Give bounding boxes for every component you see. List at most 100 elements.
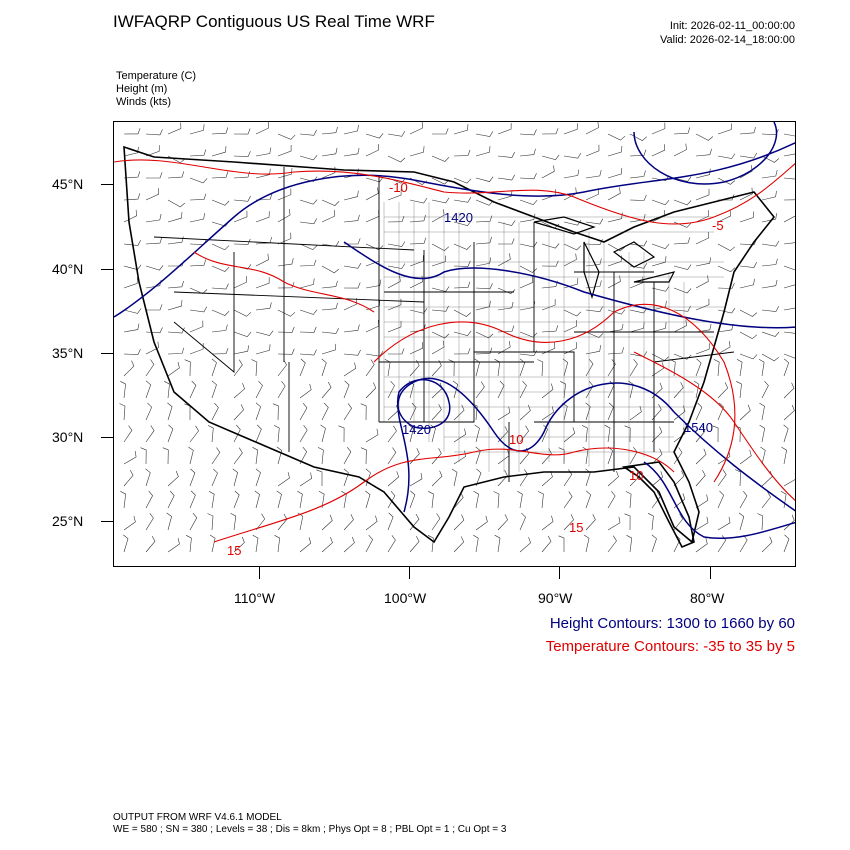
wind-barb: [299, 358, 306, 377]
wind-barb: [739, 309, 758, 317]
wind-barb: [739, 353, 758, 360]
wind-barb: [123, 277, 138, 289]
wind-barb: [211, 199, 230, 206]
wind-barb: [761, 380, 769, 399]
wind-barb: [211, 447, 221, 465]
wind-barb: [475, 300, 491, 311]
wind-barb: [563, 253, 577, 267]
wind-barb: [211, 380, 217, 399]
wind-barb: [211, 402, 219, 421]
wind-barb: [607, 255, 622, 267]
wind-barb: [276, 490, 282, 509]
wind-barb: [673, 447, 683, 465]
wind-barb: [251, 359, 258, 377]
wind-barb: [277, 133, 296, 140]
wind-barb: [626, 535, 633, 553]
wind-barb: [167, 347, 185, 355]
wind-barb: [717, 282, 735, 289]
wind-barb: [739, 331, 758, 340]
county-lines: [383, 202, 724, 472]
wind-barb: [563, 491, 573, 509]
wind-barb: [607, 167, 623, 179]
wind-barb: [453, 177, 472, 184]
wind-barb: [343, 324, 360, 333]
great-lakes: [533, 216, 676, 300]
wind-barb: [558, 447, 565, 465]
wind-barb: [761, 213, 777, 223]
wind-barb: [607, 243, 625, 252]
wind-barb: [233, 195, 251, 202]
wind-barb: [409, 255, 424, 267]
wind-barb: [431, 177, 450, 185]
wind-barb: [387, 425, 397, 443]
wind-barb: [541, 165, 555, 179]
wind-barb: [189, 468, 196, 487]
wind-barb: [277, 348, 295, 355]
wind-barb: [409, 342, 424, 355]
wind-barb: [761, 240, 780, 247]
wind-barb: [453, 197, 472, 203]
wind-barb: [475, 131, 494, 137]
wind-barb: [783, 404, 795, 421]
wind-barb: [673, 127, 691, 135]
wind-barb: [208, 490, 215, 509]
wind-barb: [783, 331, 795, 334]
wind-barb: [629, 307, 648, 314]
wind-barb: [629, 359, 638, 377]
wind-barb: [232, 468, 238, 487]
wind-barb: [475, 331, 494, 339]
wind-barb: [695, 168, 711, 179]
wind-barb: [783, 215, 795, 223]
wind-barb: [783, 177, 795, 180]
wind-barb: [582, 446, 589, 465]
wind-barb: [717, 209, 731, 223]
wind-barb: [233, 345, 249, 355]
wind-barb: [758, 358, 765, 377]
wind-barb: [585, 170, 602, 179]
wind-barb: [145, 341, 159, 355]
wind-barb: [277, 188, 292, 201]
wind-barb: [233, 490, 240, 509]
wind-barb: [497, 301, 514, 311]
wind-barb: [233, 128, 251, 135]
wind-barb: [695, 494, 709, 509]
wind-barb: [252, 447, 259, 465]
wind-barb: [299, 383, 312, 399]
wind-barb: [781, 446, 787, 465]
wind-barb: [360, 447, 367, 465]
wind-barb: [607, 491, 616, 509]
temperature-contour-label: 15: [227, 543, 241, 558]
wind-barb: [563, 152, 582, 159]
lat-label: 40°N: [52, 261, 84, 277]
wind-barb: [317, 447, 324, 465]
wind-barb: [475, 381, 485, 399]
wind-barb: [387, 471, 400, 487]
wind-barb: [343, 380, 350, 399]
wind-barb: [184, 359, 191, 377]
wind-barb: [517, 490, 523, 509]
wind-barb: [432, 128, 449, 135]
wind-barb: [585, 345, 601, 355]
wind-barb: [537, 491, 544, 509]
wind-barb: [233, 276, 248, 289]
lon-tick: [559, 567, 560, 579]
wind-barb: [541, 260, 559, 267]
wind-barb: [519, 469, 529, 487]
wind-barb: [431, 197, 450, 204]
wind-barb: [167, 327, 185, 334]
wind-barb: [145, 513, 154, 531]
wind-barb: [695, 537, 708, 553]
height-contour-legend: Height Contours: 1300 to 1660 by 60: [549, 615, 795, 632]
wind-barb: [629, 133, 648, 141]
wind-barb: [717, 243, 736, 252]
wind-barb: [145, 237, 163, 245]
wind-barb: [494, 534, 501, 553]
wind-barb: [277, 145, 292, 157]
wind-barb: [673, 353, 692, 360]
wind-barb: [453, 243, 472, 250]
wind-barb: [145, 304, 163, 311]
wind-barb: [736, 381, 742, 399]
wind-barb: [519, 199, 538, 206]
wind-barb: [123, 534, 129, 553]
wind-barb: [453, 514, 465, 531]
